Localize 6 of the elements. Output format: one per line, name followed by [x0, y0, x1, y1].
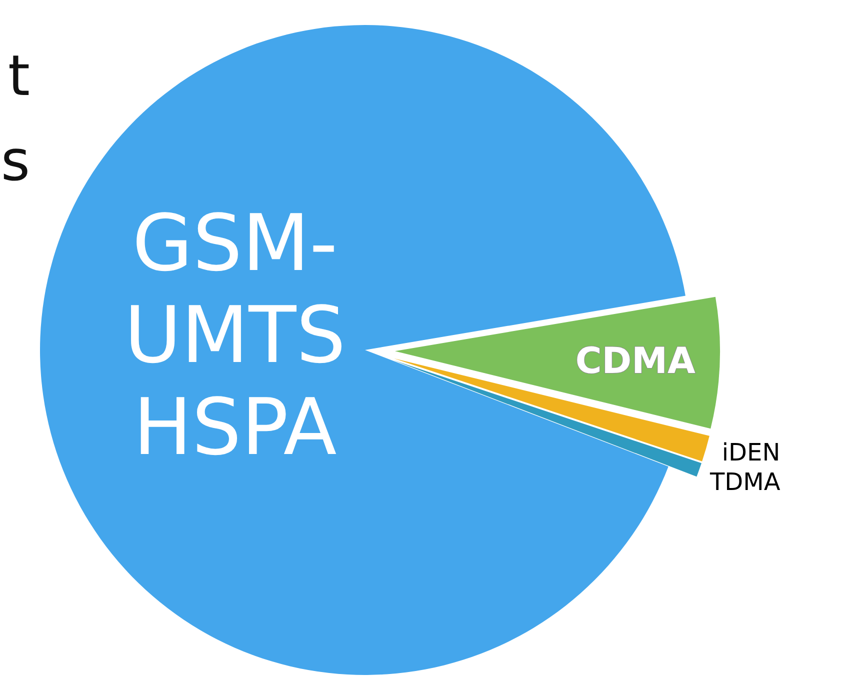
text: t: [8, 44, 30, 109]
slice-label: TDMA: [709, 468, 781, 496]
slice-label: CDMA: [575, 340, 696, 382]
text: s: [0, 129, 30, 194]
slice-label: GSM- UMTS HSPA: [124, 199, 346, 473]
slice-label: iDEN: [722, 438, 780, 467]
